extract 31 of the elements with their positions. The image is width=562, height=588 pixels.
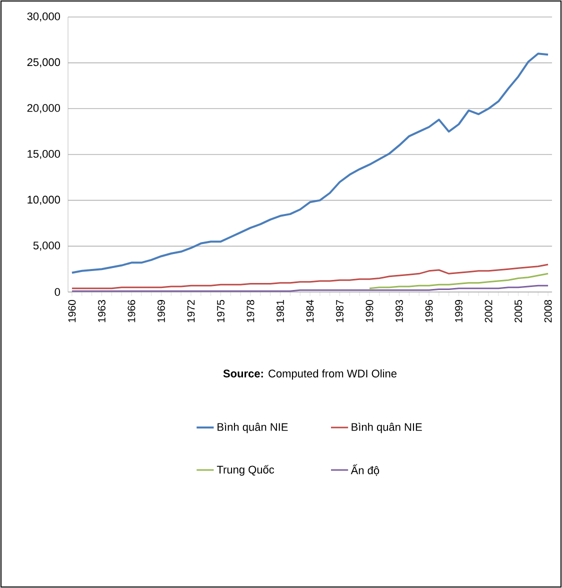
y-tick-label: 20,000 bbox=[27, 104, 60, 114]
x-tick-label: 1963 bbox=[98, 300, 106, 322]
legend-label: Bình quân NIE bbox=[218, 422, 288, 434]
y-tick-label: 30,000 bbox=[27, 12, 60, 22]
x-tick-label: 1966 bbox=[128, 300, 136, 322]
x-tick-label: 1978 bbox=[246, 300, 254, 322]
x-tick-label: 1975 bbox=[217, 300, 224, 322]
y-tick-label: 10,000 bbox=[28, 196, 60, 205]
line-series bbox=[368, 272, 549, 290]
text: Source: Computed from WDI Oline bbox=[223, 369, 397, 380]
x-tick-label: 1969 bbox=[158, 300, 165, 322]
x-tick-label: 1984 bbox=[306, 300, 314, 322]
x-tick-label: 2005 bbox=[514, 300, 522, 322]
legend-label: Bình quân NIE bbox=[352, 422, 422, 434]
legend-label: Ấn độ bbox=[350, 464, 380, 476]
x-tick-label: 1981 bbox=[276, 300, 284, 322]
x-tick-label: 1996 bbox=[425, 300, 433, 322]
y-tick-label: 25,000 bbox=[27, 58, 60, 68]
x-tick-label: 1987 bbox=[336, 300, 344, 322]
legend-label: Trung Quốc bbox=[216, 465, 274, 476]
x-tick-label: 1972 bbox=[187, 300, 195, 322]
x-tick-label: 1960 bbox=[68, 300, 76, 322]
line-series bbox=[70, 52, 550, 274]
x-tick-label: 1999 bbox=[455, 300, 462, 322]
y-tick-label: 0 bbox=[54, 288, 60, 296]
x-tick-label: 1990 bbox=[366, 300, 374, 322]
y-tick-label: 15,000 bbox=[28, 150, 60, 160]
x-tick-label: 2002 bbox=[484, 300, 492, 322]
y-tick-label: 5,000 bbox=[33, 242, 60, 251]
x-tick-label: 1993 bbox=[396, 300, 403, 322]
x-tick-label: 2008 bbox=[544, 300, 552, 322]
